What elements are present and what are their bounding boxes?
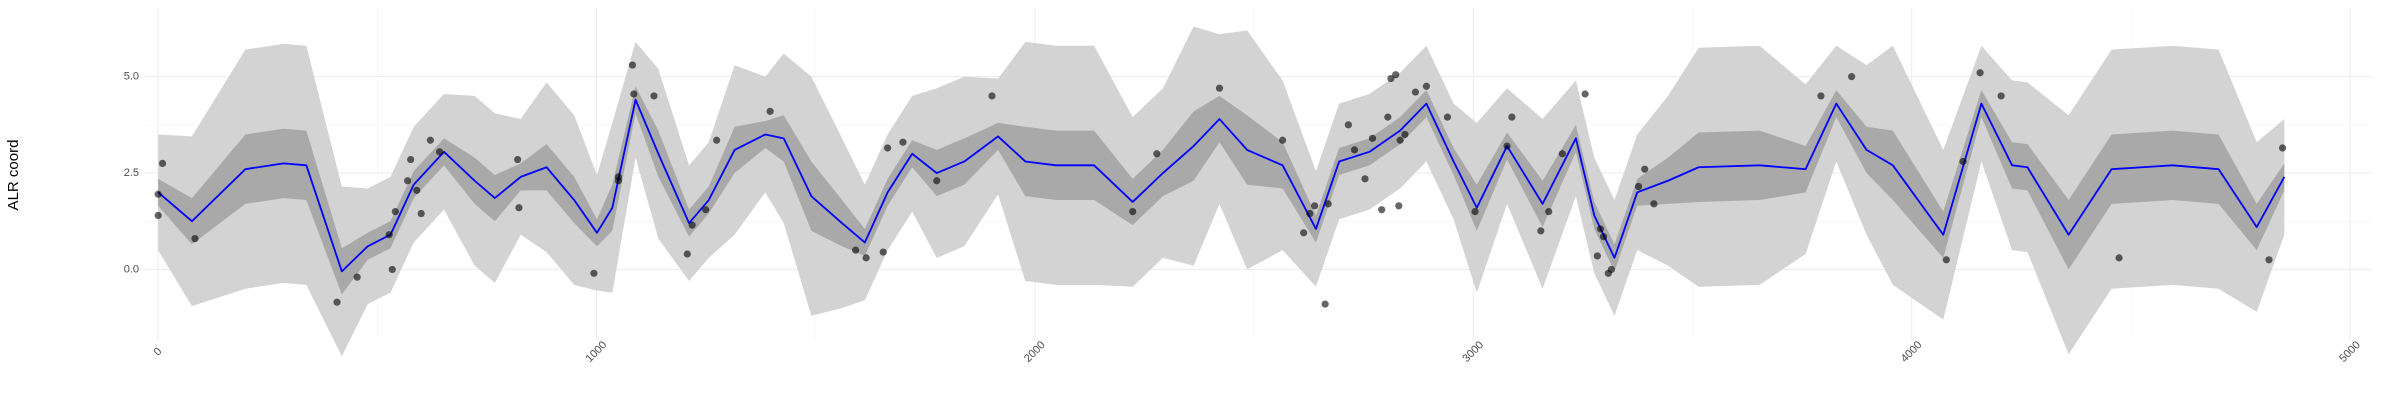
observation-point bbox=[650, 92, 658, 100]
observation-point bbox=[614, 177, 623, 185]
observation-point bbox=[1311, 202, 1319, 210]
observation-point bbox=[1153, 150, 1161, 158]
observation-point bbox=[766, 107, 774, 115]
x-tick-label: 3000 bbox=[1460, 339, 1486, 365]
observation-point bbox=[1581, 90, 1589, 98]
observation-point bbox=[1942, 256, 1950, 264]
observation-point bbox=[688, 221, 696, 229]
observation-point bbox=[191, 234, 199, 243]
observation-point bbox=[1279, 136, 1287, 144]
observation-point bbox=[1368, 134, 1377, 142]
observation-point bbox=[1129, 207, 1137, 216]
observation-point bbox=[1997, 92, 2005, 100]
observation-point bbox=[590, 269, 598, 277]
observation-point bbox=[413, 186, 421, 194]
observation-point bbox=[1817, 92, 1825, 100]
observation-point bbox=[630, 90, 638, 98]
y-tick-label: 2.5 bbox=[124, 167, 139, 179]
observation-point bbox=[1537, 227, 1545, 235]
observation-point bbox=[1215, 84, 1224, 92]
observation-point bbox=[2278, 144, 2287, 152]
observation-point bbox=[514, 155, 522, 164]
observation-point bbox=[1395, 202, 1403, 210]
observation-point bbox=[1634, 182, 1643, 191]
observation-point bbox=[385, 231, 393, 239]
observation-point bbox=[417, 209, 425, 218]
observation-point bbox=[2115, 254, 2123, 262]
observation-point bbox=[435, 148, 444, 156]
observation-point bbox=[154, 190, 162, 198]
observation-point bbox=[1401, 130, 1409, 139]
observation-point bbox=[1848, 73, 1856, 81]
observation-point bbox=[1361, 175, 1369, 183]
observation-point bbox=[1607, 265, 1616, 274]
observation-point bbox=[1471, 207, 1479, 216]
x-tick-label: 0 bbox=[152, 346, 165, 359]
observation-point bbox=[1396, 136, 1404, 144]
observation-point bbox=[1545, 207, 1553, 216]
observation-point bbox=[1959, 157, 1967, 166]
confidence-band bbox=[158, 86, 2285, 295]
observation-point bbox=[1976, 69, 1984, 77]
observation-point bbox=[1384, 113, 1392, 121]
confidence-band bbox=[158, 26, 2285, 357]
observation-point bbox=[628, 61, 637, 69]
observation-point bbox=[1596, 225, 1605, 233]
observation-point bbox=[1344, 121, 1352, 129]
observation-point bbox=[403, 177, 412, 185]
observation-point bbox=[333, 298, 341, 306]
observation-point bbox=[988, 92, 996, 100]
observation-point bbox=[862, 254, 870, 262]
observation-point bbox=[1300, 229, 1308, 237]
observation-point bbox=[1411, 88, 1420, 96]
observation-point bbox=[154, 211, 162, 220]
observation-point bbox=[1422, 82, 1431, 90]
observation-point bbox=[158, 159, 167, 167]
mean-line bbox=[157, 98, 2286, 273]
observation-point bbox=[1558, 150, 1566, 158]
observation-point bbox=[879, 248, 887, 256]
observation-point bbox=[683, 250, 691, 258]
x-tick-label: 1000 bbox=[584, 339, 610, 365]
observation-point bbox=[1324, 200, 1332, 208]
y-axis-label: ALR coord bbox=[5, 140, 22, 211]
observation-point bbox=[1350, 146, 1359, 154]
observation-point bbox=[1650, 200, 1658, 208]
x-tick-label: 4000 bbox=[1899, 339, 1925, 365]
observation-point bbox=[1508, 113, 1516, 121]
observation-point bbox=[713, 136, 721, 144]
observation-point bbox=[1392, 71, 1400, 79]
observation-point bbox=[1443, 113, 1452, 121]
observation-point bbox=[391, 207, 399, 216]
observation-point bbox=[353, 273, 361, 281]
x-tick-label: 2000 bbox=[1022, 339, 1048, 365]
observation-point bbox=[515, 204, 523, 212]
observation-point bbox=[933, 177, 941, 185]
observation-point bbox=[2265, 256, 2273, 264]
observation-point bbox=[1306, 209, 1314, 218]
y-tick-label: 5.0 bbox=[124, 71, 139, 83]
x-tick-label: 5000 bbox=[2337, 339, 2363, 365]
observation-point bbox=[388, 265, 396, 274]
y-tick-label: 0.0 bbox=[124, 263, 139, 275]
observation-point bbox=[407, 155, 415, 164]
observation-point bbox=[899, 138, 907, 146]
observation-point bbox=[426, 136, 434, 144]
observation-point bbox=[884, 144, 892, 152]
observation-point bbox=[1593, 252, 1601, 260]
observation-point bbox=[702, 206, 710, 214]
observation-point bbox=[1503, 142, 1511, 150]
observation-point bbox=[1641, 165, 1649, 173]
observation-point bbox=[1378, 206, 1386, 214]
observation-point bbox=[1321, 300, 1329, 308]
observation-point bbox=[1387, 74, 1395, 83]
observation-point bbox=[852, 246, 860, 254]
observation-point bbox=[1599, 233, 1608, 241]
